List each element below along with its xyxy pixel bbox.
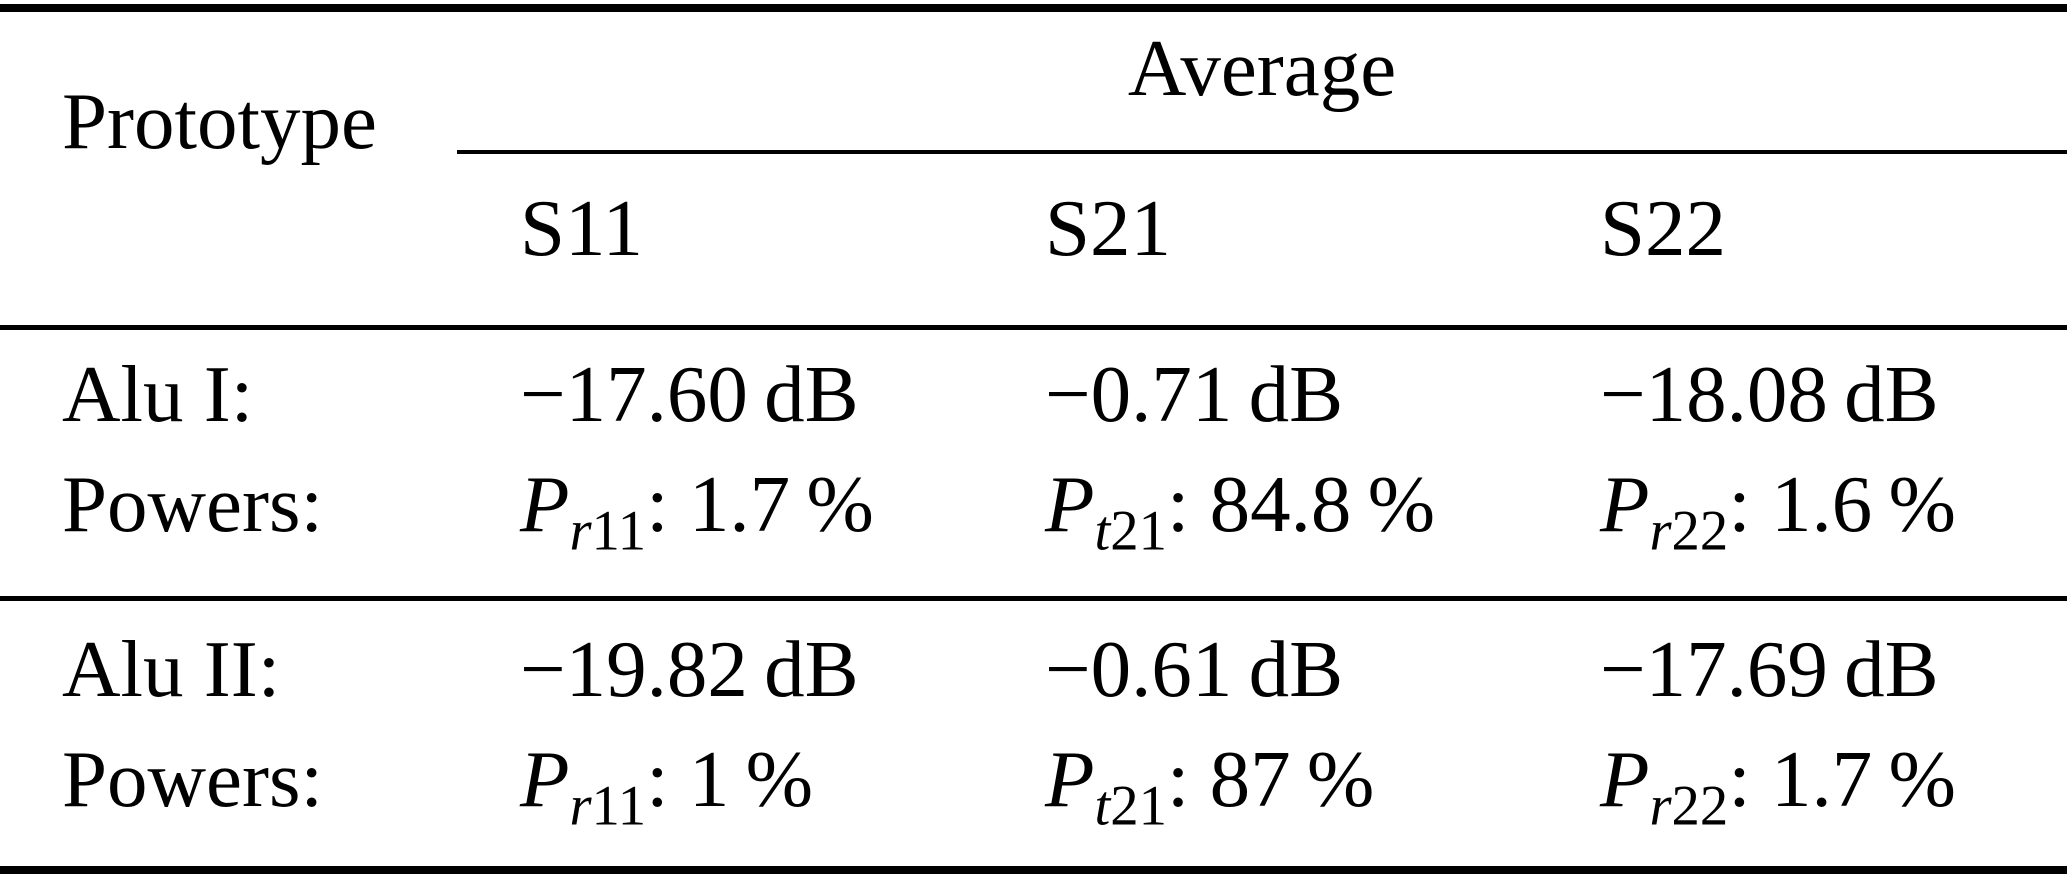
power-subscript: t21 [1094, 774, 1167, 838]
row-label-powers: Powers: [62, 734, 323, 824]
power-value: : 1.7 % [646, 459, 874, 549]
row-label: Alu I: [62, 349, 254, 439]
column-header-prototype: Prototype [62, 76, 377, 166]
power-cell: Pr11: 1 % [520, 739, 813, 835]
power-subscript: r11 [569, 499, 647, 563]
power-value: : 1.6 % [1728, 459, 1956, 549]
power-symbol: P [1600, 734, 1650, 824]
power-symbol: P [1045, 459, 1095, 549]
power-cell: Pt21: 84.8 % [1045, 464, 1435, 560]
column-header-s11: S11 [520, 183, 644, 273]
average-db-cell: −17.60 dB [520, 349, 859, 439]
average-db-cell: −18.08 dB [1600, 349, 1939, 439]
group-header-average: Average [1127, 23, 1397, 113]
row-separator-rule [0, 596, 2067, 601]
power-value: : 87 % [1166, 734, 1375, 824]
column-header-s21: S21 [1045, 183, 1172, 273]
power-subscript: t21 [1094, 499, 1167, 563]
column-header-s22: S22 [1600, 183, 1727, 273]
power-value: : 1 % [646, 734, 814, 824]
row-label: Alu II: [62, 624, 281, 714]
power-subscript: r22 [1649, 774, 1729, 838]
average-db-cell: −17.69 dB [1600, 624, 1939, 714]
average-db-cell: −19.82 dB [520, 624, 859, 714]
power-symbol: P [1045, 734, 1095, 824]
average-span-rule [457, 150, 2067, 154]
power-cell: Pr11: 1.7 % [520, 464, 874, 560]
power-value: : 1.7 % [1728, 734, 1956, 824]
header-mid-rule [0, 325, 2067, 330]
power-symbol: P [520, 459, 570, 549]
power-subscript: r11 [569, 774, 647, 838]
power-symbol: P [520, 734, 570, 824]
average-db-cell: −0.61 dB [1045, 624, 1344, 714]
row-label-powers: Powers: [62, 459, 323, 549]
power-cell: Pt21: 87 % [1045, 739, 1374, 835]
table-bottom-rule [0, 866, 2067, 874]
power-subscript: r22 [1649, 499, 1729, 563]
table-top-rule [0, 4, 2067, 12]
average-db-cell: −0.71 dB [1045, 349, 1344, 439]
power-cell: Pr22: 1.6 % [1600, 464, 1956, 560]
power-symbol: P [1600, 459, 1650, 549]
power-value: : 84.8 % [1166, 459, 1436, 549]
power-cell: Pr22: 1.7 % [1600, 739, 1956, 835]
